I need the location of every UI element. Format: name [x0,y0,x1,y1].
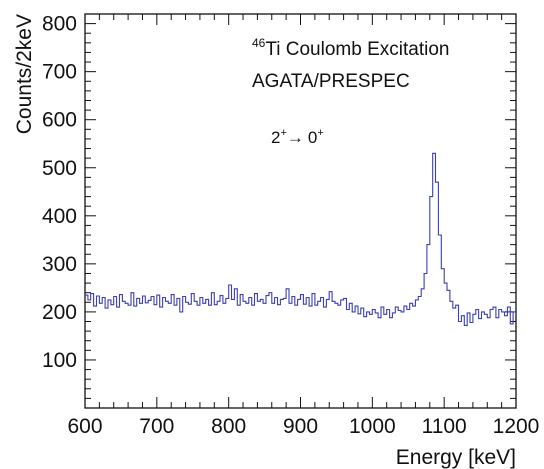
x-axis-ticks: 600 700 800 900 1000 1100 1200 [67,14,539,438]
y-tick-label: 700 [42,61,77,84]
y-tick-label: 300 [42,253,77,276]
x-tick-label: 900 [283,415,318,438]
y-tick-label: 500 [42,157,77,180]
x-tick-label: 1000 [349,415,396,438]
y-tick-label: 200 [42,301,77,324]
peak-label-final-parity: + [317,127,323,139]
x-tick-label: 600 [67,415,102,438]
x-tick-label: 1200 [493,415,540,438]
y-tick-label: 100 [42,349,77,372]
y-axis-title: Counts/2keV [13,14,36,134]
x-tick-label: 800 [211,415,246,438]
annotation-isotope-text: Ti Coulomb Excitation [265,39,449,60]
x-tick-label: 700 [139,415,174,438]
x-axis-title: Energy [keV] [396,446,516,469]
y-tick-label: 600 [42,109,77,132]
peak-label-initial-parity: + [280,127,286,139]
annotation-isotope: 46Ti Coulomb Excitation [252,36,449,60]
y-tick-label: 800 [42,13,77,36]
peak-label-final: 0 [308,128,317,147]
y-tick-label: 400 [42,205,77,228]
peak-label-initial: 2 [271,128,280,147]
annotation-isotope-mass: 46 [252,36,266,50]
spectrum-histogram [85,152,516,326]
peak-label-arrow: → [287,128,304,147]
x-tick-label: 1100 [422,415,467,438]
annotation-detector: AGATA/PRESPEC [252,71,410,92]
y-axis-ticks: 100 200 300 400 500 600 700 800 [42,13,516,399]
peak-label: 2+→ 0+ [271,127,324,147]
plot-area [84,13,517,409]
